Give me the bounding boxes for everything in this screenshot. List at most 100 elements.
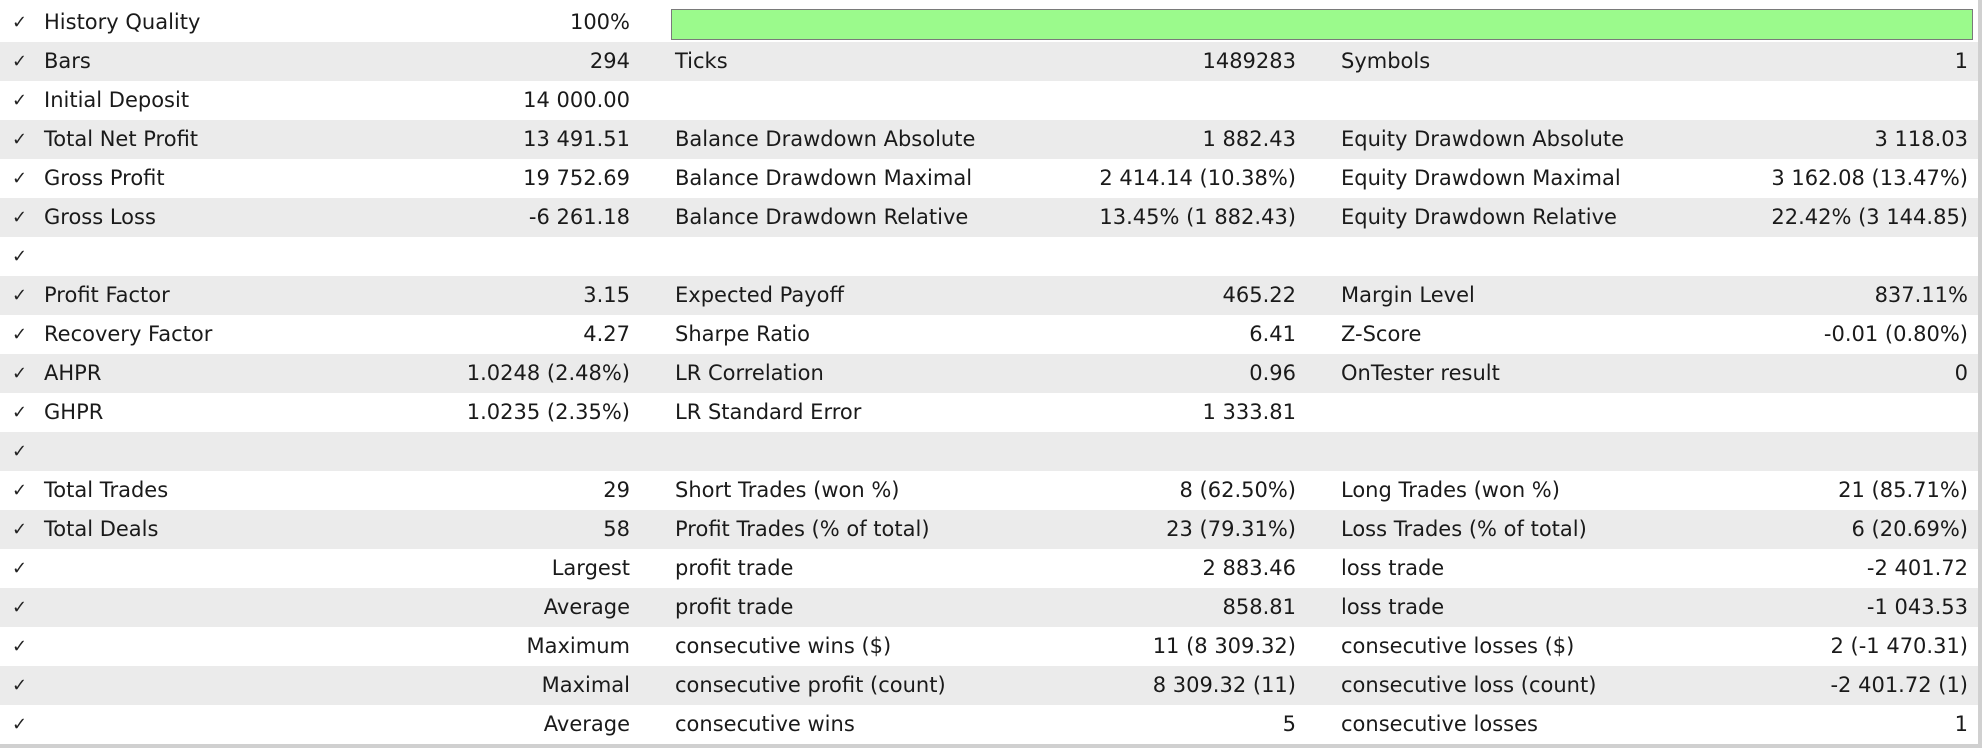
check-icon[interactable]: ✓ <box>12 402 28 423</box>
equity-dd-relative-value: 22.42% (3 144.85) <box>1771 205 1968 229</box>
check-icon[interactable]: ✓ <box>12 636 28 657</box>
gross-loss-label: Gross Loss <box>44 205 156 229</box>
average-label: Average <box>543 595 630 619</box>
gross-profit-value: 19 752.69 <box>523 166 630 190</box>
bottom-edge <box>0 744 1982 748</box>
recovery-factor-value: 4.27 <box>583 322 630 346</box>
ahpr-label: AHPR <box>44 361 102 385</box>
largest-loss-trade-label: loss trade <box>1341 556 1445 580</box>
row-ahpr: ✓ AHPR 1.0248 (2.48%) LR Correlation 0.9… <box>0 354 1982 393</box>
total-trades-label: Total Trades <box>44 478 169 502</box>
check-icon[interactable]: ✓ <box>12 168 28 189</box>
total-deals-value: 58 <box>603 517 630 541</box>
expected-payoff-value: 465.22 <box>1222 283 1296 307</box>
row-profit-factor: ✓ Profit Factor 3.15 Expected Payoff 465… <box>0 276 1982 315</box>
consecutive-wins-money-value: 11 (8 309.32) <box>1152 634 1296 658</box>
ghpr-label: GHPR <box>44 400 104 424</box>
average-loss-trade-value: -1 043.53 <box>1866 595 1968 619</box>
consecutive-losses-money-label: consecutive losses ($) <box>1341 634 1575 658</box>
balance-dd-maximal-label: Balance Drawdown Maximal <box>675 166 973 190</box>
consecutive-loss-count-label: consecutive loss (count) <box>1341 673 1597 697</box>
average-profit-trade-value: 858.81 <box>1222 595 1296 619</box>
row-ghpr: ✓ GHPR 1.0235 (2.35%) LR Standard Error … <box>0 393 1982 432</box>
consecutive-losses-label: consecutive losses <box>1341 712 1538 736</box>
row-separator: ✓ <box>0 432 1982 471</box>
symbols-value: 1 <box>1954 49 1968 73</box>
net-profit-label: Total Net Profit <box>44 127 199 151</box>
consecutive-losses-value: 1 <box>1954 712 1968 736</box>
profit-trades-value: 23 (79.31%) <box>1166 517 1296 541</box>
consecutive-wins-value: 5 <box>1282 712 1296 736</box>
check-icon[interactable]: ✓ <box>12 90 28 111</box>
gross-loss-value: -6 261.18 <box>528 205 630 229</box>
row-average-consecutive: ✓ Average consecutive wins 5 consecutive… <box>0 705 1982 744</box>
ghpr-value: 1.0235 (2.35%) <box>466 400 630 424</box>
row-history-quality: ✓ History Quality 100% <box>0 3 1982 42</box>
average-profit-trade-label: profit trade <box>675 595 794 619</box>
row-gross-loss: ✓ Gross Loss -6 261.18 Balance Drawdown … <box>0 198 1982 237</box>
balance-dd-relative-value: 13.45% (1 882.43) <box>1099 205 1296 229</box>
check-icon[interactable]: ✓ <box>12 675 28 696</box>
average-loss-trade-label: loss trade <box>1341 595 1445 619</box>
consecutive-wins-money-label: consecutive wins ($) <box>675 634 892 658</box>
row-total-trades: ✓ Total Trades 29 Short Trades (won %) 8… <box>0 471 1982 510</box>
consecutive-loss-count-value: -2 401.72 (1) <box>1830 673 1968 697</box>
lr-standard-error-label: LR Standard Error <box>675 400 862 424</box>
recovery-factor-label: Recovery Factor <box>44 322 213 346</box>
check-icon[interactable]: ✓ <box>12 519 28 540</box>
initial-deposit-value: 14 000.00 <box>523 88 630 112</box>
check-icon[interactable]: ✓ <box>12 207 28 228</box>
profit-factor-value: 3.15 <box>583 283 630 307</box>
history-quality-value: 100% <box>569 10 630 34</box>
scroll-edge <box>1978 0 1982 748</box>
check-icon[interactable]: ✓ <box>12 441 28 462</box>
check-icon[interactable]: ✓ <box>12 246 28 267</box>
z-score-label: Z-Score <box>1341 322 1422 346</box>
net-profit-value: 13 491.51 <box>523 127 630 151</box>
equity-dd-maximal-value: 3 162.08 (13.47%) <box>1771 166 1968 190</box>
balance-dd-absolute-value: 1 882.43 <box>1202 127 1296 151</box>
history-quality-label: History Quality <box>44 10 201 34</box>
check-icon[interactable]: ✓ <box>12 12 28 33</box>
lr-correlation-value: 0.96 <box>1249 361 1296 385</box>
maximum-label: Maximum <box>526 634 630 658</box>
row-maximum: ✓ Maximum consecutive wins ($) 11 (8 309… <box>0 627 1982 666</box>
ontester-result-value: 0 <box>1954 361 1968 385</box>
equity-dd-absolute-label: Equity Drawdown Absolute <box>1341 127 1625 151</box>
history-quality-bar <box>671 9 1973 40</box>
check-icon[interactable]: ✓ <box>12 363 28 384</box>
consecutive-profit-count-value: 8 309.32 (11) <box>1152 673 1296 697</box>
check-icon[interactable]: ✓ <box>12 558 28 579</box>
check-icon[interactable]: ✓ <box>12 324 28 345</box>
row-initial-deposit: ✓ Initial Deposit 14 000.00 <box>0 81 1982 120</box>
check-icon[interactable]: ✓ <box>12 714 28 735</box>
equity-dd-relative-label: Equity Drawdown Relative <box>1341 205 1617 229</box>
check-icon[interactable]: ✓ <box>12 51 28 72</box>
ontester-result-label: OnTester result <box>1341 361 1500 385</box>
long-trades-value: 21 (85.71%) <box>1838 478 1968 502</box>
total-deals-label: Total Deals <box>44 517 159 541</box>
balance-dd-maximal-value: 2 414.14 (10.38%) <box>1099 166 1296 190</box>
equity-dd-maximal-label: Equity Drawdown Maximal <box>1341 166 1621 190</box>
row-largest: ✓ Largest profit trade 2 883.46 loss tra… <box>0 549 1982 588</box>
ticks-value: 1489283 <box>1202 49 1296 73</box>
row-maximal: ✓ Maximal consecutive profit (count) 8 3… <box>0 666 1982 705</box>
row-recovery-factor: ✓ Recovery Factor 4.27 Sharpe Ratio 6.41… <box>0 315 1982 354</box>
balance-dd-relative-label: Balance Drawdown Relative <box>675 205 969 229</box>
symbols-label: Symbols <box>1341 49 1431 73</box>
margin-level-label: Margin Level <box>1341 283 1475 307</box>
check-icon[interactable]: ✓ <box>12 285 28 306</box>
profit-trades-label: Profit Trades (% of total) <box>675 517 930 541</box>
check-icon[interactable]: ✓ <box>12 129 28 150</box>
bars-label: Bars <box>44 49 91 73</box>
largest-profit-trade-label: profit trade <box>675 556 794 580</box>
loss-trades-label: Loss Trades (% of total) <box>1341 517 1587 541</box>
check-icon[interactable]: ✓ <box>12 597 28 618</box>
long-trades-label: Long Trades (won %) <box>1341 478 1560 502</box>
profit-factor-label: Profit Factor <box>44 283 170 307</box>
check-icon[interactable]: ✓ <box>12 480 28 501</box>
largest-loss-trade-value: -2 401.72 <box>1866 556 1968 580</box>
total-trades-value: 29 <box>603 478 630 502</box>
row-average: ✓ Average profit trade 858.81 loss trade… <box>0 588 1982 627</box>
